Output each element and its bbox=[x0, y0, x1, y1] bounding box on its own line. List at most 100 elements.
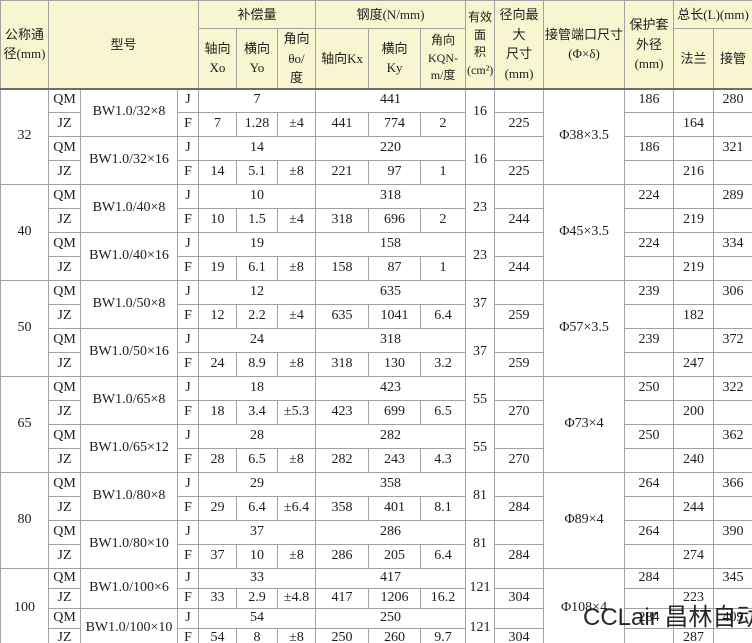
lateral-y-cell: 6.1 bbox=[236, 256, 278, 281]
angular-k-cell: 2 bbox=[420, 208, 467, 233]
jf-label-cell: F bbox=[177, 256, 199, 281]
diameter-cell: 100 bbox=[0, 568, 49, 643]
lateral-y-cell: 2.9 bbox=[236, 587, 278, 609]
pipe-length-empty-cell bbox=[713, 160, 752, 185]
flange-length-empty-cell bbox=[673, 88, 715, 113]
compensation-merged-cell: 24 bbox=[197, 328, 317, 353]
flange-length-empty-cell bbox=[673, 376, 715, 401]
sleeve-od-cell: 186 bbox=[624, 88, 675, 113]
flange-length-cell: 274 bbox=[673, 544, 715, 569]
jf-label-cell: F bbox=[177, 448, 199, 473]
series-label-cell: QM bbox=[48, 136, 81, 161]
pipe-length-empty-cell bbox=[713, 587, 752, 609]
axial-k-cell: 221 bbox=[315, 160, 370, 185]
sleeve-od-empty-cell bbox=[624, 304, 675, 329]
pipe-length-cell: 372 bbox=[713, 328, 752, 353]
jf-label-cell: J bbox=[177, 520, 199, 545]
series-label-cell: JZ bbox=[48, 400, 81, 425]
jf-label-cell: J bbox=[177, 328, 199, 353]
diameter-cell: 32 bbox=[0, 88, 49, 185]
effective-area-cell: 37 bbox=[465, 280, 496, 329]
table-row: 40 QM BW1.0/40×8 J 10 318 23 Φ45×3.5 224 289 bbox=[0, 184, 752, 281]
model-cell: BW1.0/50×16 bbox=[80, 328, 178, 377]
table-row: QM BW1.0/40×16 J 19 158 23 224 334 bbox=[1, 232, 752, 281]
model-cell: BW1.0/65×8 bbox=[80, 376, 178, 425]
axial-x-cell: 18 bbox=[198, 400, 237, 425]
header-pipe: 接管 bbox=[713, 28, 752, 89]
stiffness-merged-cell: 441 bbox=[315, 88, 467, 113]
jf-label-cell: J bbox=[177, 472, 199, 497]
radial-max-cell: 244 bbox=[494, 208, 545, 233]
lateral-k-cell: 774 bbox=[368, 112, 422, 137]
series-label-cell: JZ bbox=[48, 112, 81, 137]
jf-label-cell: F bbox=[177, 544, 199, 569]
angular-cell: ±8 bbox=[276, 160, 317, 185]
axial-k-cell: 358 bbox=[315, 496, 370, 521]
compensation-merged-cell: 28 bbox=[197, 424, 317, 449]
pipe-length-cell: 306 bbox=[713, 280, 752, 305]
axial-x-cell: 28 bbox=[198, 448, 237, 473]
axial-k-cell: 423 bbox=[315, 400, 370, 425]
radial-max-empty-cell bbox=[494, 424, 545, 449]
pipe-length-empty-cell bbox=[713, 448, 752, 473]
model-cell: BW1.0/80×10 bbox=[80, 520, 178, 569]
sleeve-od-empty-cell bbox=[624, 627, 675, 643]
lateral-k-cell: 696 bbox=[368, 208, 422, 233]
table-row: QM BW1.0/100×10 J 54 250 121 284 409 bbox=[1, 607, 752, 643]
axial-k-cell: 318 bbox=[315, 208, 370, 233]
model-cell: BW1.0/32×16 bbox=[80, 136, 178, 185]
radial-max-cell: 225 bbox=[494, 160, 545, 185]
jf-label-cell: J bbox=[177, 88, 199, 113]
lateral-y-cell: 1.5 bbox=[236, 208, 278, 233]
stiffness-merged-cell: 220 bbox=[315, 136, 467, 161]
radial-max-cell: 304 bbox=[494, 587, 545, 609]
angular-cell: ±4 bbox=[276, 112, 317, 137]
pipe-length-empty-cell bbox=[713, 304, 752, 329]
angular-k-cell: 6.5 bbox=[420, 400, 467, 425]
compensation-merged-cell: 18 bbox=[197, 376, 317, 401]
axial-k-cell: 441 bbox=[315, 112, 370, 137]
header-model: 型号 bbox=[48, 0, 199, 89]
header-axial-x: 轴向 Xo bbox=[198, 28, 237, 89]
pipe-length-empty-cell bbox=[713, 627, 752, 643]
angular-k-cell: 3.2 bbox=[420, 352, 467, 377]
flange-length-cell: 216 bbox=[673, 160, 715, 185]
lateral-y-cell: 6.5 bbox=[236, 448, 278, 473]
flange-length-cell: 164 bbox=[673, 112, 715, 137]
series-label-cell: QM bbox=[48, 328, 81, 353]
table-row: JZ F 14 5.1 ±8 221 97 1 225 216 bbox=[1, 160, 752, 185]
radial-max-empty-cell bbox=[494, 607, 545, 629]
pipe-length-empty-cell bbox=[713, 400, 752, 425]
sleeve-od-empty-cell bbox=[624, 400, 675, 425]
diameter-cell: 40 bbox=[0, 184, 49, 281]
series-label-cell: QM bbox=[48, 376, 81, 401]
radial-max-empty-cell bbox=[494, 184, 545, 209]
header-effective-area: 有效面 积 (cm²) bbox=[465, 0, 496, 89]
pipe-length-empty-cell bbox=[713, 352, 752, 377]
axial-k-cell: 318 bbox=[315, 352, 370, 377]
table-row: JZ F 54 8 ±8 250 260 9.7 304 287 bbox=[1, 627, 752, 643]
series-label-cell: JZ bbox=[48, 256, 81, 281]
sleeve-od-empty-cell bbox=[624, 160, 675, 185]
lateral-k-cell: 1041 bbox=[368, 304, 422, 329]
radial-max-empty-cell bbox=[494, 568, 545, 589]
table-row: JZ F 24 8.9 ±8 318 130 3.2 259 247 bbox=[1, 352, 752, 377]
jf-label-cell: J bbox=[177, 184, 199, 209]
sleeve-od-cell: 224 bbox=[624, 232, 675, 257]
flange-length-empty-cell bbox=[673, 232, 715, 257]
angular-cell: ±8 bbox=[276, 627, 317, 643]
lateral-k-cell: 243 bbox=[368, 448, 422, 473]
table-row: 80 QM BW1.0/80×8 J 29 358 81 Φ89×4 264 366 bbox=[0, 472, 752, 569]
flange-length-empty-cell bbox=[673, 328, 715, 353]
radial-max-cell: 284 bbox=[494, 544, 545, 569]
jf-label-cell: F bbox=[177, 587, 199, 609]
radial-max-cell: 304 bbox=[494, 627, 545, 643]
table-row: 50 QM BW1.0/50×8 J 12 635 37 Φ57×3.5 239 306 bbox=[0, 280, 752, 377]
axial-x-cell: 19 bbox=[198, 256, 237, 281]
lateral-k-cell: 401 bbox=[368, 496, 422, 521]
model-cell: BW1.0/100×6 bbox=[80, 568, 178, 609]
series-label-cell: JZ bbox=[48, 208, 81, 233]
flange-length-cell: 287 bbox=[673, 627, 715, 643]
table-row: JZ F 18 3.4 ±5.3 423 699 6.5 270 200 bbox=[1, 400, 752, 425]
